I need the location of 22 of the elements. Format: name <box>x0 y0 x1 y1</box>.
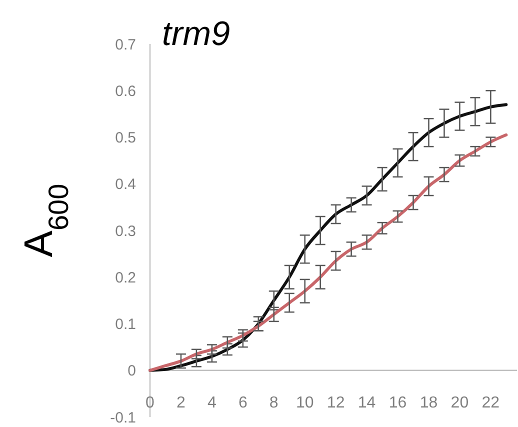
y-tick-label: 0.3 <box>115 222 136 240</box>
y-tick-label: 0.4 <box>115 176 136 194</box>
x-tick-label: 20 <box>450 394 469 412</box>
x-tick-label: 12 <box>326 394 345 412</box>
y-tick-label: 0.7 <box>115 36 136 54</box>
chart-title: trm9 <box>162 15 230 53</box>
x-tick-label: 8 <box>269 394 278 412</box>
y-tick-label: 0.6 <box>115 82 136 100</box>
y-tick-label: 0.5 <box>115 130 136 146</box>
x-tick-label: 18 <box>420 394 438 412</box>
y-tick-label: 0 <box>128 362 136 380</box>
y-tick-label: 0.1 <box>115 316 136 333</box>
x-tick-label: 22 <box>482 394 500 412</box>
x-tick-label: 10 <box>296 394 314 412</box>
x-tick-label: 4 <box>207 394 216 412</box>
x-tick-label: 16 <box>388 394 407 412</box>
y-tick-label: 0.2 <box>115 269 136 286</box>
x-tick-label: 6 <box>238 394 248 412</box>
y-tick-label: -0.1 <box>110 409 136 426</box>
x-tick-label: 14 <box>358 394 376 412</box>
x-tick-label: 2 <box>176 394 186 412</box>
x-tick-label: 0 <box>146 394 155 412</box>
